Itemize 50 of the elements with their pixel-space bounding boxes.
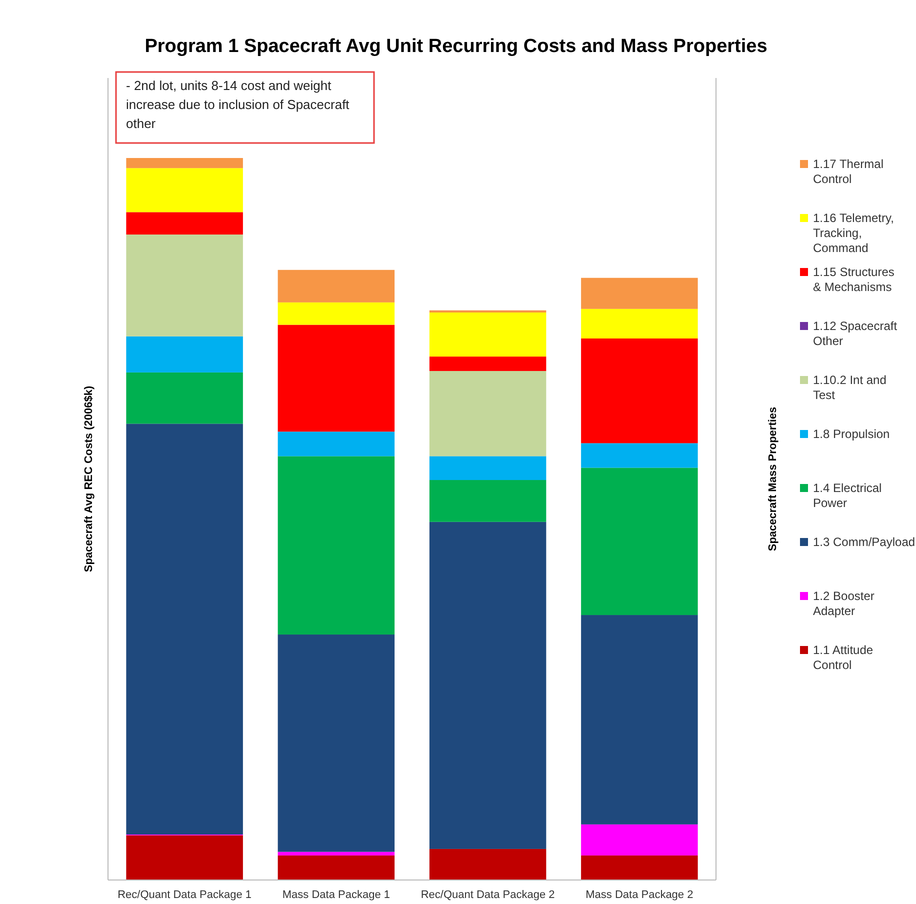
bar — [581, 468, 698, 616]
bar — [126, 372, 243, 424]
bar — [429, 370, 546, 456]
legend-label: 1.16 Telemetry, Tracking, Command — [813, 211, 894, 255]
bar — [429, 310, 546, 313]
bar — [278, 852, 395, 856]
bar — [429, 480, 546, 522]
x-tick-label: Rec/Quant Data Package 1 — [118, 889, 252, 901]
x-tick-label: Mass Data Package 1 — [282, 889, 390, 901]
bar — [581, 615, 698, 824]
bar — [278, 634, 395, 852]
bar — [581, 278, 698, 309]
bar — [126, 234, 243, 336]
x-tick-label: Rec/Quant Data Package 2 — [420, 889, 555, 901]
bar — [126, 158, 243, 168]
bar — [126, 835, 243, 880]
bar — [429, 356, 546, 371]
legend-label: 1.4 Electrical Power — [813, 481, 882, 510]
bar — [581, 443, 698, 468]
bar — [278, 324, 395, 432]
y-axis-title: Spacecraft Avg REC Costs (2006$k) — [83, 386, 95, 572]
chart-title: Program 1 Spacecraft Avg Unit Recurring Costs and Mass Properties — [144, 36, 768, 57]
legend-label: 1.15 Structures & Mechanisms — [813, 265, 894, 294]
bar — [429, 312, 546, 357]
bar — [429, 848, 546, 880]
bar — [126, 336, 243, 372]
bar — [278, 270, 395, 302]
bar — [126, 168, 243, 212]
bar — [429, 456, 546, 480]
legend-label: 1.8 Propulsion — [813, 427, 890, 441]
bar — [278, 432, 395, 456]
legend-label: 1.17 Thermal Control — [813, 157, 884, 186]
x-tick-label: Mass Data Package 2 — [586, 889, 694, 901]
legend-label: 1.12 Spacecraft Other — [813, 319, 898, 348]
bar — [429, 522, 546, 849]
legend-label: 1.2 Booster Adapter — [813, 589, 874, 618]
bar — [581, 308, 698, 338]
bar — [278, 855, 395, 880]
legend-label: 1.1 Attitude Control — [813, 643, 874, 672]
bar — [581, 855, 698, 880]
bar — [126, 424, 243, 835]
bar — [278, 456, 395, 635]
bar — [581, 824, 698, 856]
legend-label: 1.3 Comm/Payload — [813, 535, 916, 549]
legend-label: 1.10.2 Int and Test — [813, 373, 886, 402]
text: - 2nd lot, units 8-14 cost and weight increase due to inclusion of Spacecraft other — [126, 78, 350, 131]
bar — [581, 338, 698, 444]
y2-axis-title: Spacecraft Mass Properties — [767, 406, 779, 552]
bar — [126, 212, 243, 235]
bar — [278, 302, 395, 325]
